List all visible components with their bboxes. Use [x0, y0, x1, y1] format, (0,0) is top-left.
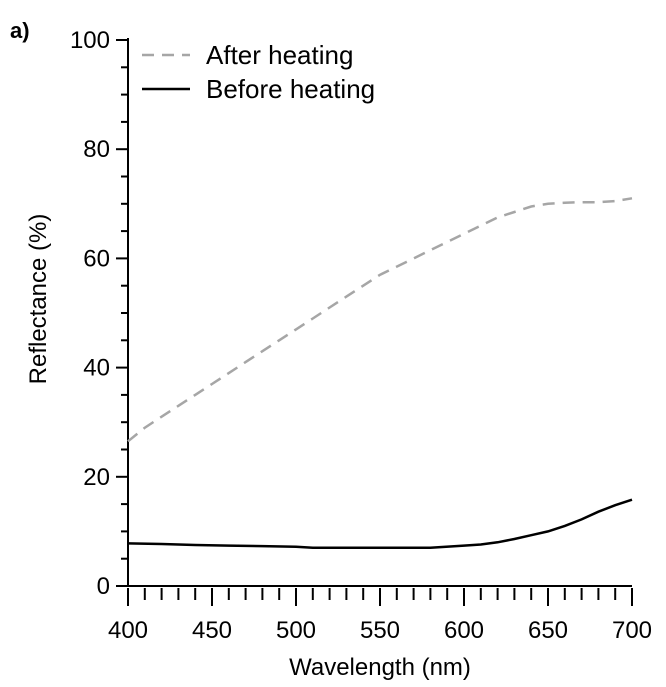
x-axis-title: Wavelength (nm) [289, 654, 471, 681]
y-tick-label: 0 [97, 573, 110, 600]
x-tick-label: 400 [108, 617, 148, 644]
y-axis-title: Reflectance (%) [25, 214, 52, 385]
panel-label: a) [10, 18, 30, 43]
y-tick-label: 100 [70, 27, 110, 54]
x-tick-label: 450 [192, 617, 232, 644]
y-tick-label: 40 [83, 355, 110, 382]
y-tick-label: 20 [83, 464, 110, 491]
x-tick-label: 600 [444, 617, 484, 644]
series-line-1 [127, 498, 633, 550]
y-tick-label: 80 [83, 136, 110, 163]
y-tick-label: 60 [83, 245, 110, 272]
legend: After heating Before heating [142, 40, 375, 104]
x-tick-label: 550 [360, 617, 400, 644]
legend-label-0: After heating [206, 40, 353, 70]
x-tick-label: 700 [612, 617, 652, 644]
plot-axes: 0 20 40 60 80 100 400 450 500 550 600 650 700 [70, 27, 652, 644]
series-line-0 [127, 197, 633, 443]
x-tick-label: 650 [528, 617, 568, 644]
plot-series [127, 197, 633, 550]
x-tick-label: 500 [276, 617, 316, 644]
legend-label-1: Before heating [206, 74, 375, 104]
